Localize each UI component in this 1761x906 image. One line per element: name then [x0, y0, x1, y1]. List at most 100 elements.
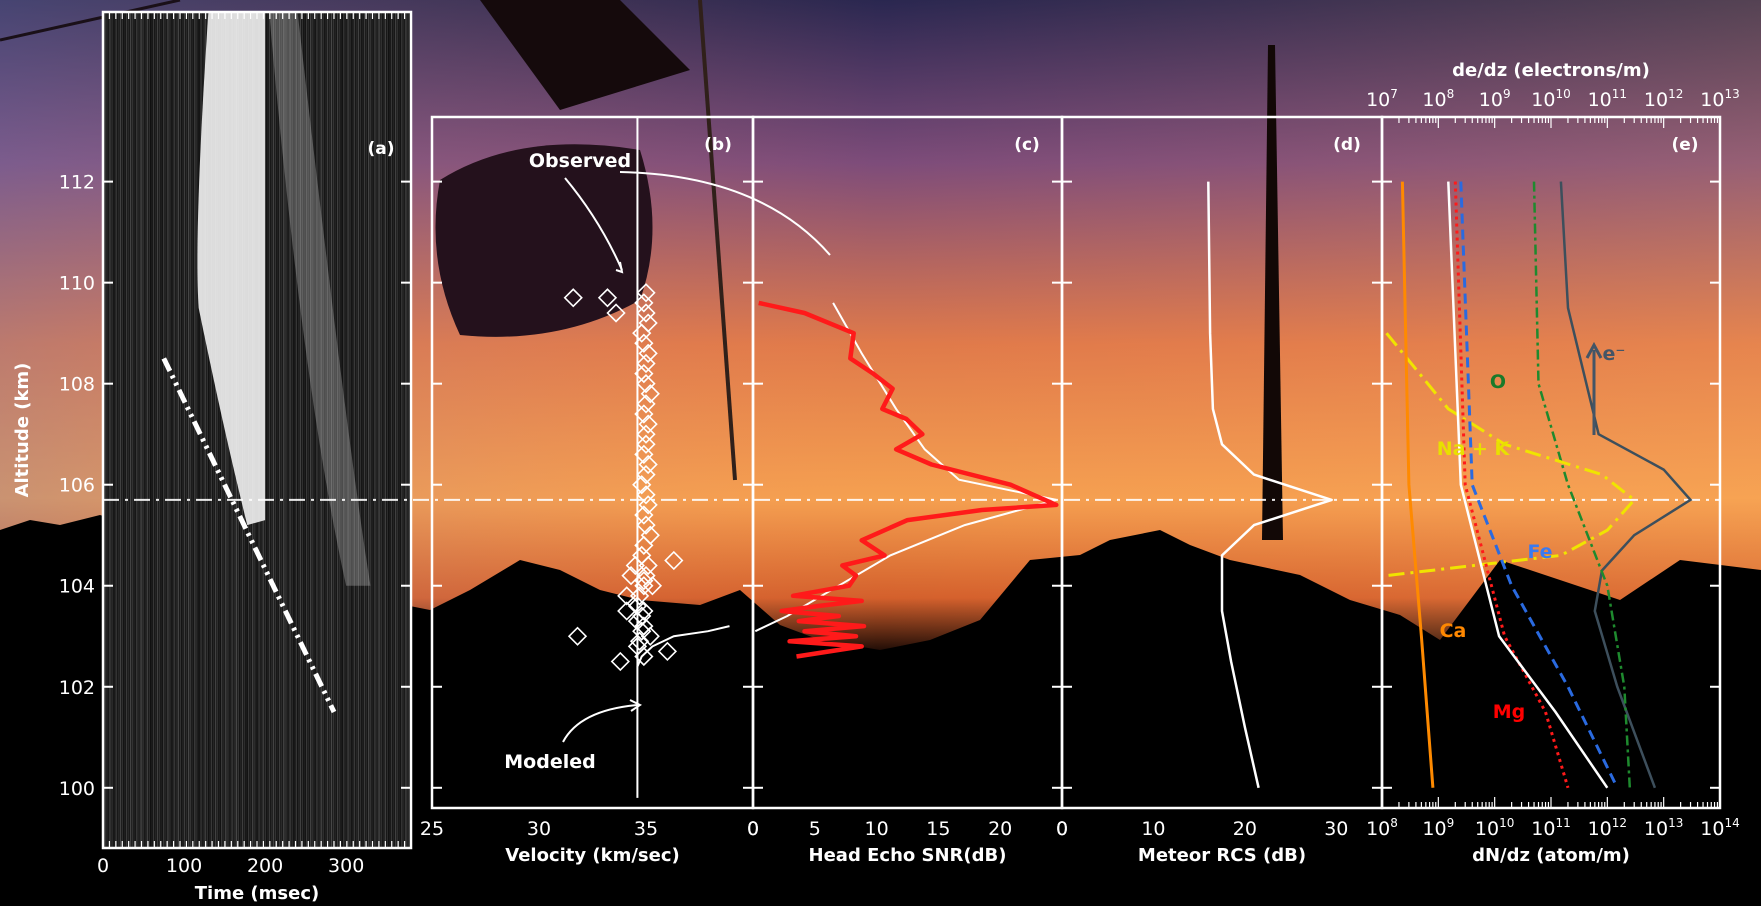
rti-noise-column — [291, 12, 293, 848]
rti-noise-column — [322, 12, 324, 848]
rti-noise-column — [324, 12, 326, 848]
panel-d-x-tick-label: 10 — [1141, 818, 1165, 840]
rti-noise-column — [274, 12, 277, 848]
y-tick-label: 112 — [59, 172, 95, 194]
panel-b-x-tick-label: 35 — [634, 818, 658, 840]
panel-c-x-tick-label: 0 — [1056, 818, 1068, 840]
rti-noise-column — [289, 12, 291, 848]
platform-silhouette — [480, 0, 690, 110]
cable-silhouette — [698, 0, 737, 481]
rti-noise-column — [355, 12, 357, 848]
panel-e-x-tick-label: 1011 — [1531, 816, 1570, 840]
rti-noise-column — [152, 12, 155, 848]
rti-noise-column — [266, 12, 268, 848]
label-ca: Ca — [1440, 620, 1467, 642]
y-tick-label: 110 — [59, 273, 95, 295]
rti-noise-column — [347, 12, 349, 848]
panel-c-tag: (c) — [1014, 135, 1040, 155]
rti-noise-column — [132, 12, 134, 848]
rti-noise-column — [121, 12, 124, 848]
rti-noise-column — [177, 12, 179, 848]
label-mg: Mg — [1493, 701, 1526, 723]
y-tick-label: 102 — [59, 677, 95, 699]
rti-noise-column — [175, 12, 177, 848]
rti-noise-column — [202, 12, 204, 848]
rti-noise-column — [163, 12, 165, 848]
rti-noise-column — [268, 12, 271, 848]
rti-noise-column — [316, 12, 318, 848]
rti-noise-column — [278, 12, 281, 848]
rti-noise-column — [343, 12, 345, 848]
rti-noise-column — [303, 12, 306, 848]
panel-d-x-tick-label: 0 — [1056, 818, 1068, 840]
velocity-observed-point — [629, 631, 650, 651]
rti-noise-column — [363, 12, 366, 848]
rti-noise-column — [119, 12, 122, 848]
rti-echo-band — [197, 12, 266, 526]
rti-noise-column — [310, 12, 312, 848]
rti-noise-column — [129, 12, 132, 848]
velocity-observed-point — [664, 550, 684, 571]
y-tick-label: 106 — [59, 475, 95, 497]
velocity-observed-point — [567, 626, 588, 646]
rti-noise-column — [156, 12, 159, 848]
rti-noise-column — [334, 12, 337, 848]
rti-noise-column — [396, 12, 399, 848]
panel-e-x-tick-label: 1012 — [1588, 816, 1627, 840]
rti-noise-column — [183, 12, 186, 848]
rti-noise-column — [167, 12, 169, 848]
panel-d-x-tick-label: 20 — [1233, 818, 1257, 840]
panel-e-x-tick-label: 1010 — [1475, 816, 1514, 840]
panel-b-x-tick-label: 30 — [527, 818, 551, 840]
rti-noise-column — [223, 12, 225, 848]
rti-noise-column — [341, 12, 343, 848]
profile-total-line — [1447, 181, 1609, 789]
rti-noise-column — [332, 12, 335, 848]
rti-noise-column — [339, 12, 341, 848]
profile-fe-line — [1459, 181, 1619, 789]
rti-noise-column — [336, 12, 339, 848]
rti-noise-column — [264, 12, 266, 848]
panel-e-x2-tick-label: 1012 — [1644, 87, 1683, 111]
velocity-observed-point — [617, 601, 637, 621]
label-fe: Fe — [1527, 541, 1552, 563]
modeled-arrow — [562, 704, 639, 743]
rti-noise-column — [192, 12, 194, 848]
y-tick-label: 100 — [59, 778, 95, 800]
rti-noise-column — [173, 12, 175, 848]
rti-noise-column — [146, 12, 148, 848]
rti-noise-column — [388, 12, 391, 848]
rti-noise-column — [401, 12, 403, 848]
profile-o-line — [1532, 181, 1632, 788]
rti-noise-column — [179, 12, 182, 848]
velocity-observed-point — [634, 404, 654, 424]
rti-noise-column — [221, 12, 223, 848]
rti-noise-column — [307, 12, 310, 848]
rti-noise-column — [384, 12, 386, 848]
velocity-observed-point — [638, 495, 658, 515]
rti-noise-column — [405, 12, 407, 848]
rti-noise-column — [218, 12, 221, 848]
rti-noise-column — [390, 12, 393, 848]
rti-noise-column — [403, 12, 405, 848]
panel-e-x-tick-label: 1013 — [1644, 816, 1683, 840]
rti-noise-column — [187, 12, 190, 848]
rti-noise-column — [312, 12, 314, 848]
observed-arrow-to-c — [619, 171, 831, 256]
rti-noise-column — [194, 12, 196, 848]
rti-noise-column — [216, 12, 219, 848]
rti-noise-column — [349, 12, 351, 848]
panel-e-x2-tick-label: 1013 — [1700, 87, 1739, 111]
snr-observed-line — [758, 300, 1059, 659]
velocity-observed-point — [636, 464, 656, 485]
panel-e-x-axis-title: dN/dz (atom/m) — [1472, 845, 1630, 866]
rti-noise-column — [386, 12, 389, 848]
observed-arrowhead — [615, 261, 624, 274]
panel-b-x-axis-title: Velocity (km/sec) — [505, 845, 679, 866]
rti-noise-column — [301, 12, 304, 848]
rti-noise-column — [378, 12, 380, 848]
rti-noise-column — [370, 12, 372, 848]
